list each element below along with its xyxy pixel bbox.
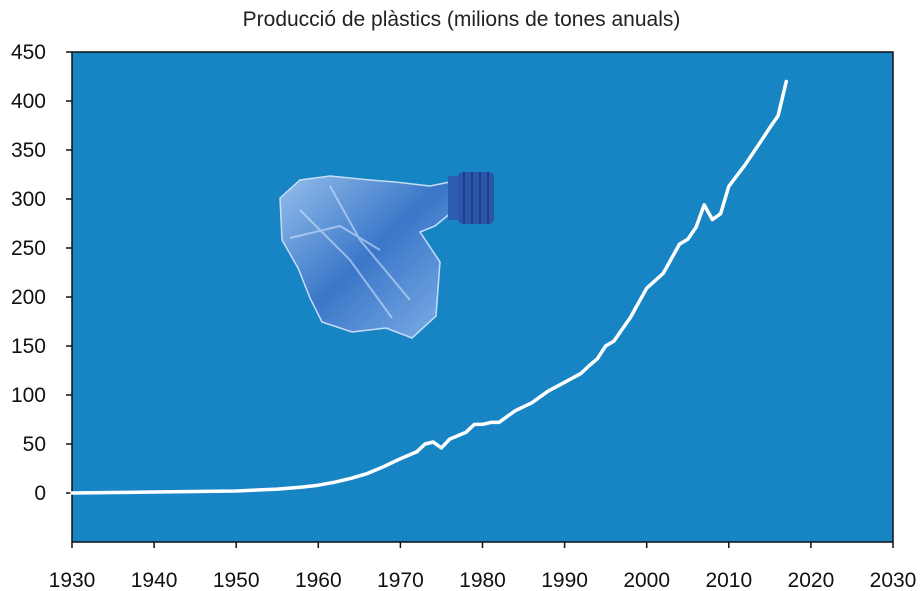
x-tick-label: 1980	[459, 569, 506, 591]
x-tick-label: 1940	[131, 569, 178, 591]
x-axis: 1930 1940 1950 1960 1970 1980 1990 2000 2010 2020…	[49, 542, 917, 591]
y-tick-label: 450	[11, 41, 46, 64]
x-tick-label: 2010	[705, 569, 752, 591]
y-tick-label: 350	[11, 139, 46, 162]
y-tick-label: 200	[11, 286, 46, 309]
x-tick-label: 2020	[788, 569, 835, 591]
x-tick-label: 2030	[870, 569, 917, 591]
y-tick-label: 150	[11, 335, 46, 358]
plastic-bottle-image	[279, 172, 494, 339]
y-tick-label: 300	[11, 188, 46, 211]
y-tick-label: 400	[11, 90, 46, 113]
x-tick-label: 1970	[377, 569, 424, 591]
y-tick-label: 0	[34, 482, 46, 505]
chart-title: Producció de plàstics (milions de tones …	[242, 8, 681, 31]
x-tick-label: 1950	[213, 569, 260, 591]
y-axis: 0 50 100 150 200 250 300 350 400 450	[11, 41, 72, 505]
x-tick-label: 2000	[623, 569, 670, 591]
x-tick-label: 1960	[295, 569, 342, 591]
y-tick-label: 250	[11, 237, 46, 260]
y-tick-label: 50	[23, 433, 46, 456]
plot-area	[72, 52, 893, 542]
y-tick-label: 100	[11, 384, 46, 407]
x-tick-label: 1990	[541, 569, 588, 591]
series-line	[70, 79, 789, 495]
x-tick-label: 1930	[49, 569, 96, 591]
